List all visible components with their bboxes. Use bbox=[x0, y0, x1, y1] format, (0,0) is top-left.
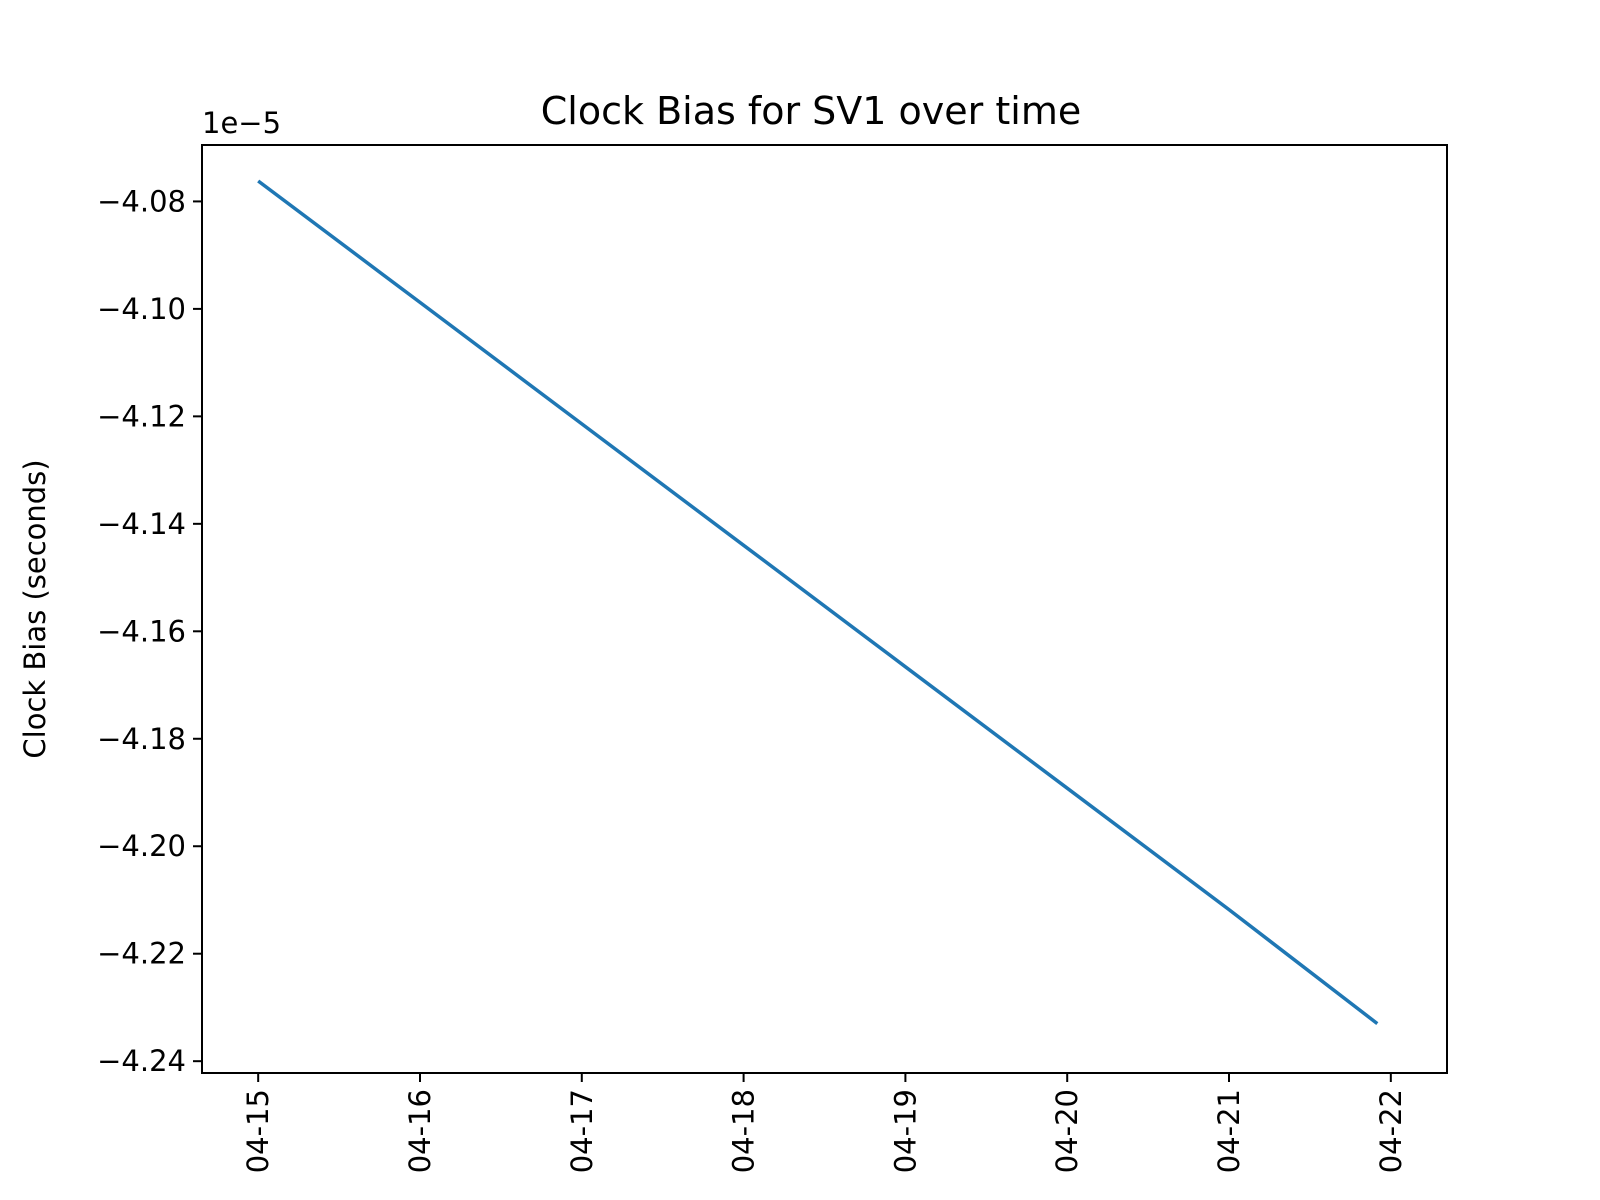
chart-title: Clock Bias for SV1 over time bbox=[541, 89, 1081, 133]
y-axis-label: Clock Bias (seconds) bbox=[18, 459, 52, 758]
x-tick-label: 04-16 bbox=[403, 1089, 437, 1173]
x-tick-label: 04-15 bbox=[241, 1089, 275, 1173]
y-tick-label: −4.12 bbox=[97, 399, 186, 433]
y-tick-label: −4.14 bbox=[97, 507, 186, 541]
y-axis-offset-label: 1e−5 bbox=[202, 106, 281, 140]
y-tick-label: −4.08 bbox=[97, 184, 186, 218]
x-tick-label: 04-19 bbox=[888, 1089, 922, 1173]
x-tick-label: 04-21 bbox=[1212, 1089, 1246, 1173]
axes-frame bbox=[201, 144, 1448, 1074]
x-axis: 04-15 04-16 04-17 04-18 04-19 04-20 04-21 04-22 bbox=[241, 1073, 1408, 1173]
x-tick-label: 04-22 bbox=[1374, 1089, 1408, 1173]
plot-area bbox=[257, 179, 1379, 1025]
x-tick-label: 04-17 bbox=[565, 1089, 599, 1173]
series-line bbox=[257, 179, 1379, 1025]
y-tick-label: −4.24 bbox=[97, 1044, 186, 1078]
y-tick-label: −4.10 bbox=[97, 292, 186, 326]
x-tick-label: 04-20 bbox=[1050, 1089, 1084, 1173]
y-tick-label: −4.18 bbox=[97, 722, 186, 756]
y-tick-label: −4.16 bbox=[97, 614, 186, 648]
y-axis: −4.24 −4.22 −4.20 −4.18 −4.16 −4.14 −4.12 −4.10… bbox=[97, 184, 202, 1078]
y-tick-label: −4.22 bbox=[97, 937, 186, 971]
x-tick-label: 04-18 bbox=[727, 1089, 761, 1173]
y-tick-label: −4.20 bbox=[97, 829, 186, 863]
